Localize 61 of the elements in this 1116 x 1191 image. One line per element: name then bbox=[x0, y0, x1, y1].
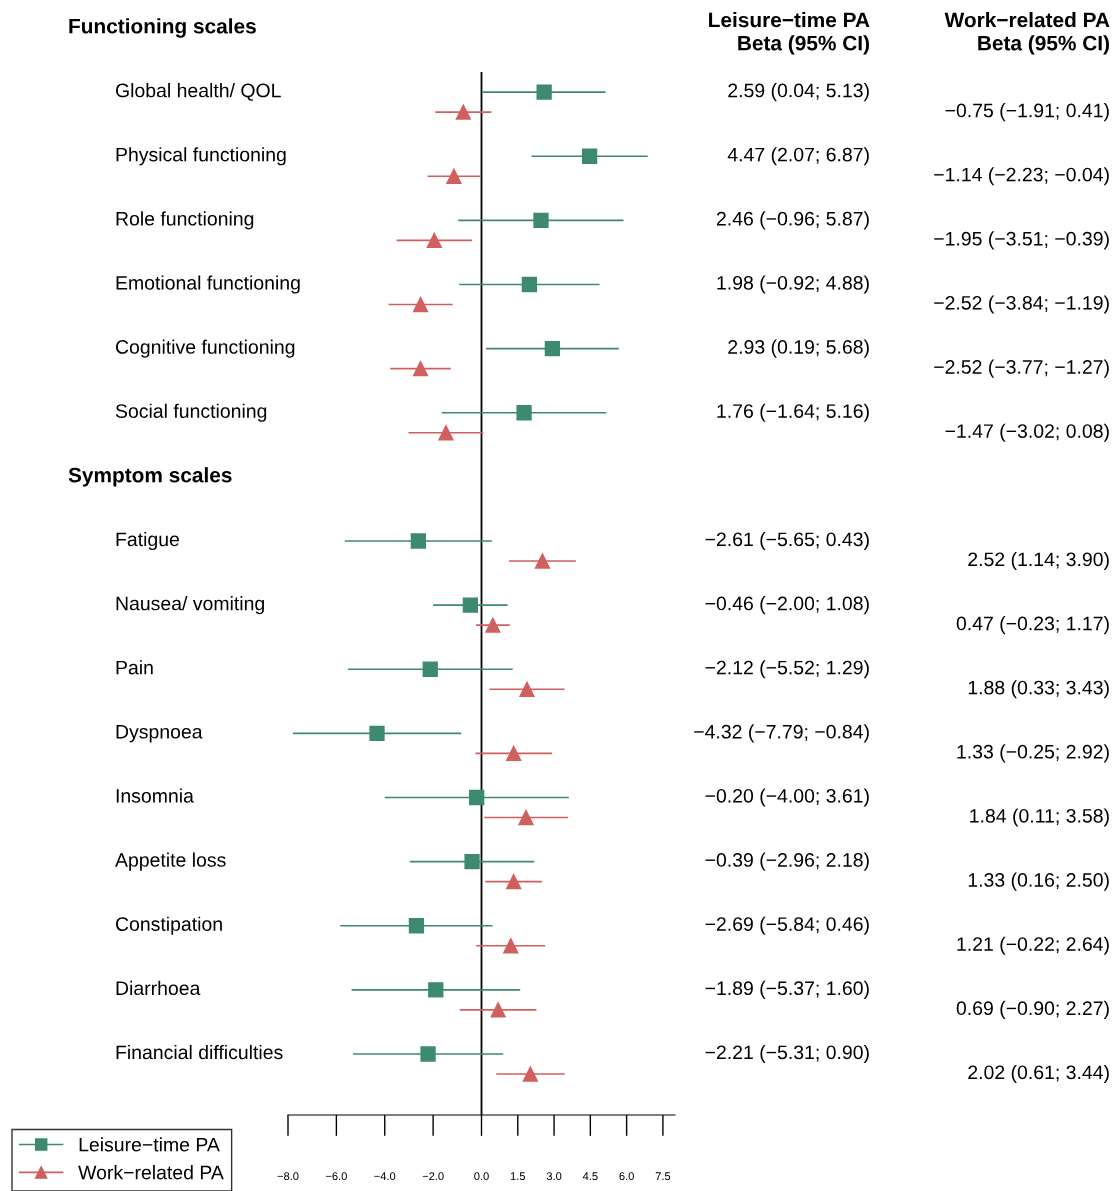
x-tick-label: −2.0 bbox=[422, 1172, 444, 1181]
data-label: −2.52 (−3.84; −1.19) bbox=[934, 295, 1109, 314]
x-tick-label: 6.0 bbox=[619, 1172, 634, 1181]
y-tick-label: Physical functioning bbox=[116, 147, 286, 166]
data-label: −2.69 (−5.84; 0.46) bbox=[705, 916, 869, 935]
data-label: 2.52 (1.14; 3.90) bbox=[968, 551, 1109, 571]
data-label: 1.76 (−1.64; 5.16) bbox=[717, 403, 869, 422]
y-tick-label: Role functioning bbox=[116, 211, 254, 230]
data-label: 0.47 (−0.23; 1.17) bbox=[956, 616, 1109, 635]
y-tick-label: Nausea/ vomiting bbox=[116, 596, 264, 615]
data-label: −0.75 (−1.91; 0.41) bbox=[945, 103, 1109, 122]
data-label: −1.89 (−5.37; 1.60) bbox=[705, 980, 869, 999]
y-tick-label: Emotional functioning bbox=[116, 275, 300, 294]
text: Leisure−time PA Beta (95% CI) bbox=[709, 12, 870, 55]
x-tick-label: −6.0 bbox=[325, 1172, 347, 1181]
data-label: −2.61 (−5.65; 0.43) bbox=[705, 531, 869, 551]
y-tick-label: Constipation bbox=[115, 916, 222, 935]
data-label: 1.33 (−0.25; 2.92) bbox=[957, 744, 1109, 763]
data-label: 2.46 (−0.96; 5.87) bbox=[716, 211, 869, 230]
data-label: −0.46 (−2.00; 1.08) bbox=[705, 596, 869, 615]
x-tick-label: −8.0 bbox=[277, 1172, 299, 1181]
y-tick-label: Social functioning bbox=[115, 403, 267, 422]
y-tick-label: Insomnia bbox=[116, 788, 194, 803]
data-label: −1.95 (−3.51; −0.39) bbox=[934, 231, 1109, 250]
data-label: 4.47 (2.07; 6.87) bbox=[727, 147, 869, 166]
y-tick-label: Dyspnoea bbox=[116, 725, 203, 743]
text: Work−related PA Beta (95% CI) bbox=[944, 12, 1110, 55]
y-tick-label: Diarrhoea bbox=[116, 980, 201, 996]
data-label: 2.93 (0.19; 5.68) bbox=[728, 339, 869, 358]
y-tick-label: Global health/ QOL bbox=[115, 83, 281, 101]
data-label: 0.69 (−0.90; 2.27) bbox=[956, 1000, 1109, 1019]
y-tick-label: Cognitive functioning bbox=[115, 339, 295, 358]
y-tick-label: Fatigue bbox=[116, 531, 179, 551]
data-label: 2.59 (0.04; 5.13) bbox=[728, 83, 869, 102]
legend-label: Leisure−time PA bbox=[79, 1137, 220, 1152]
x-tick-label: −4.0 bbox=[374, 1172, 396, 1181]
x-tick-label: 4.5 bbox=[582, 1172, 598, 1181]
data-label: 1.84 (0.11; 3.58) bbox=[970, 808, 1109, 827]
text: Symptom scales bbox=[68, 467, 232, 487]
data-label: −1.14 (−2.23; −0.04) bbox=[934, 167, 1109, 186]
data-label: −4.32 (−7.79; −0.84) bbox=[694, 724, 869, 743]
data-label: −1.47 (−3.02; 0.08) bbox=[945, 423, 1109, 442]
data-label: 1.88 (0.33; 3.43) bbox=[968, 680, 1109, 699]
legend-label: Work−related PA bbox=[78, 1165, 224, 1180]
y-tick-label: Pain bbox=[116, 660, 153, 675]
data-label: −2.52 (−3.77; −1.27) bbox=[934, 359, 1109, 378]
y-tick-label: Financial difficulties bbox=[116, 1044, 283, 1060]
x-tick-label: 0.0 bbox=[474, 1172, 489, 1181]
data-label: −0.20 (−4.00; 3.61) bbox=[705, 788, 869, 807]
x-tick-label: 7.5 bbox=[655, 1172, 671, 1181]
data-label: −0.39 (−2.96; 2.18) bbox=[705, 852, 869, 871]
text: Functioning scales bbox=[69, 18, 256, 38]
data-label: 1.33 (0.16; 2.50) bbox=[968, 872, 1109, 891]
data-label: −2.12 (−5.52; 1.29) bbox=[705, 660, 869, 679]
data-label: −2.21 (−5.31; 0.90) bbox=[705, 1044, 869, 1064]
data-label: 1.98 (−0.92; 4.88) bbox=[717, 275, 869, 294]
data-label: 2.02 (0.61; 3.44) bbox=[968, 1064, 1109, 1084]
x-tick-label: 1.5 bbox=[510, 1172, 526, 1181]
y-tick-label: Appetite loss bbox=[115, 852, 226, 871]
x-tick-label: 3.0 bbox=[546, 1172, 562, 1181]
data-label: 1.21 (−0.22; 2.64) bbox=[957, 936, 1109, 955]
